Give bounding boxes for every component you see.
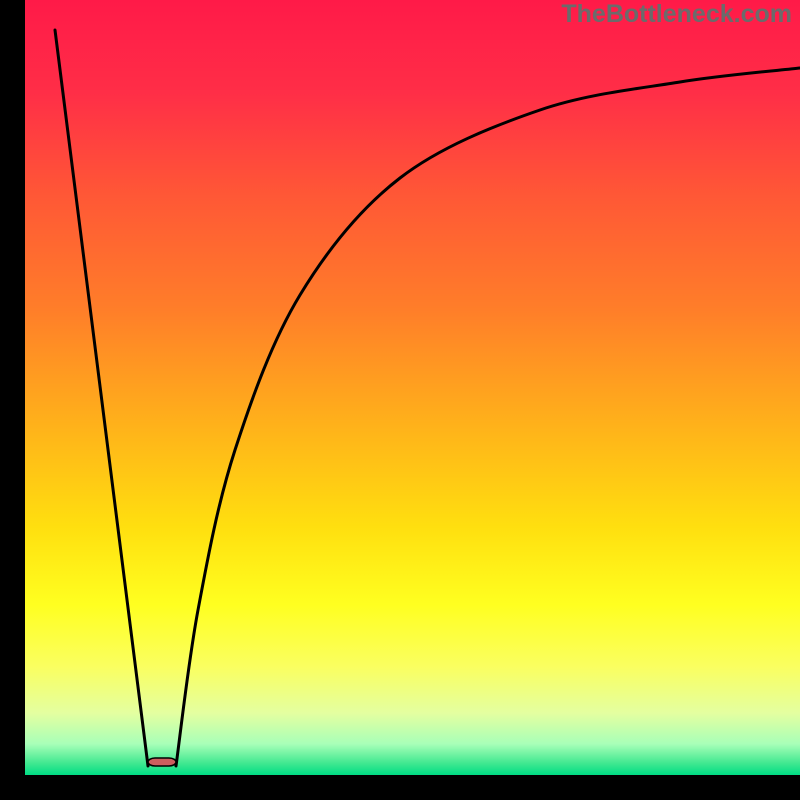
chart-container: { "watermark": { "text": "TheBottleneck.… [0,0,800,800]
chart-curves [0,0,800,800]
watermark-text: TheBottleneck.com [561,0,792,29]
